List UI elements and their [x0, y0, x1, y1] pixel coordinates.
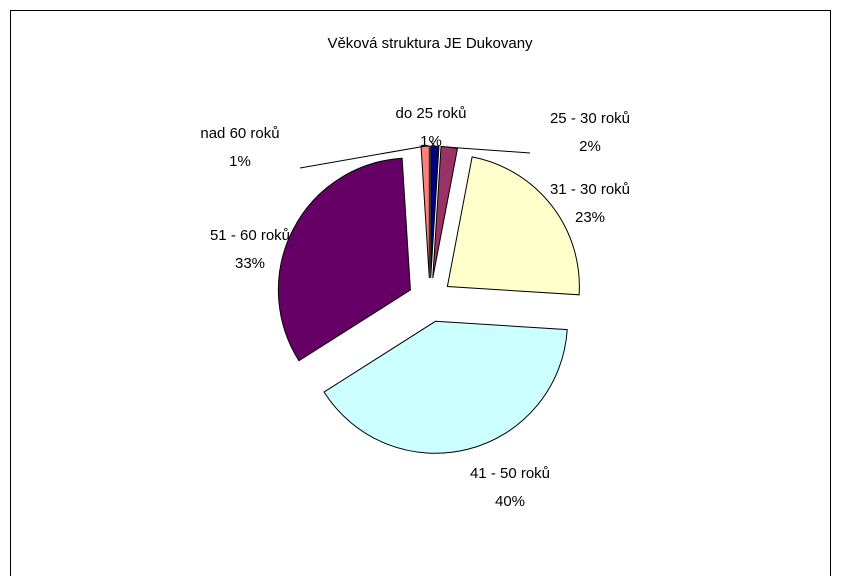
pie-slice	[323, 320, 568, 454]
pie-slice	[277, 157, 411, 362]
slice-value-label: 1%	[229, 153, 251, 170]
slice-label: 25 - 30 roků	[550, 110, 630, 127]
slice-label: 31 - 30 roků	[550, 181, 630, 198]
pie-slice	[420, 145, 430, 279]
leader-line	[449, 146, 531, 154]
slice-value-label: 33%	[235, 255, 265, 272]
slice-label: nad 60 roků	[200, 125, 279, 142]
leader-line	[430, 141, 436, 147]
pie-slice	[446, 156, 580, 296]
slice-label: do 25 roků	[396, 105, 467, 122]
slice-value-label: 40%	[495, 493, 525, 510]
leader-line	[299, 145, 426, 169]
slice-label: 41 - 50 roků	[470, 465, 550, 482]
slice-value-label: 2%	[579, 138, 601, 155]
chart-title: Věková struktura JE Dukovany	[327, 35, 533, 52]
slice-value-label: 23%	[575, 209, 605, 226]
slice-label: 51 - 60 roků	[210, 227, 290, 244]
chart-frame	[10, 10, 831, 576]
